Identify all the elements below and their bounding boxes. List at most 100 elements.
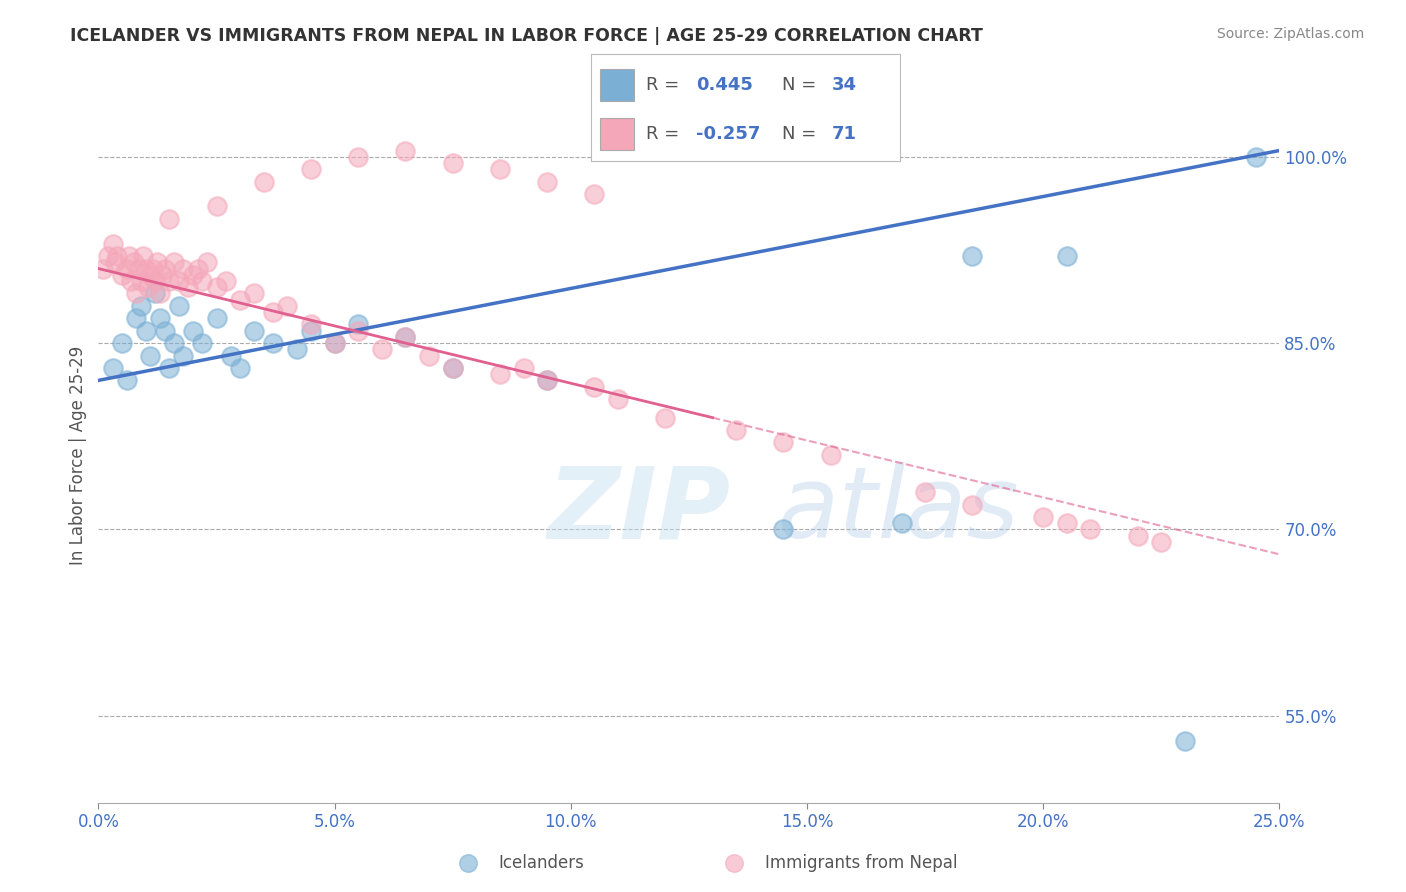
Text: R =: R = (647, 125, 679, 143)
Point (229, 293, 252, 307)
Point (191, 336, 214, 351)
Point (489, 367, 512, 381)
Point (205, 280, 228, 294)
Point (243, 324, 266, 338)
Point (139, 268, 162, 282)
Point (1126, 529, 1149, 543)
Text: N =: N = (782, 125, 817, 143)
Point (536, 373, 558, 387)
Point (299, 318, 322, 332)
Point (122, 255, 145, 269)
Point (347, 318, 370, 332)
Point (243, 286, 266, 301)
Text: ZIP: ZIP (547, 462, 730, 559)
Text: 34: 34 (832, 76, 856, 94)
Point (163, 336, 186, 351)
Point (772, 435, 794, 450)
Point (181, 268, 204, 282)
Point (172, 261, 194, 276)
Point (91, 261, 114, 276)
Point (394, 330, 416, 344)
Point (347, 324, 370, 338)
Point (262, 305, 284, 319)
Point (105, 249, 128, 263)
Point (723, 856, 745, 871)
Point (536, 175, 558, 189)
Point (172, 349, 194, 363)
Point (219, 349, 242, 363)
Point (394, 330, 416, 344)
Point (347, 150, 370, 164)
Point (654, 410, 676, 425)
Point (135, 324, 157, 338)
Text: 0.445: 0.445 (696, 76, 752, 94)
Point (1056, 516, 1078, 531)
Point (143, 274, 166, 288)
Point (125, 286, 148, 301)
Point (583, 379, 606, 393)
Point (195, 255, 218, 269)
Point (149, 311, 172, 326)
Point (441, 360, 464, 375)
Point (457, 856, 479, 871)
Point (111, 268, 134, 282)
Point (962, 249, 984, 263)
Text: R =: R = (647, 76, 679, 94)
Point (142, 261, 165, 276)
Point (276, 299, 298, 313)
Point (128, 261, 150, 276)
Point (205, 199, 228, 213)
Point (890, 516, 912, 531)
Point (136, 280, 159, 294)
Point (205, 311, 228, 326)
Point (262, 336, 284, 351)
Point (111, 336, 134, 351)
Point (536, 373, 558, 387)
Point (914, 485, 936, 500)
Point (215, 274, 238, 288)
Point (157, 274, 180, 288)
Point (418, 349, 440, 363)
Point (153, 324, 176, 338)
Y-axis label: In Labor Force | Age 25-29: In Labor Force | Age 25-29 (69, 345, 87, 565)
Point (512, 360, 534, 375)
Point (1174, 733, 1197, 747)
Point (118, 249, 141, 263)
Point (157, 360, 180, 375)
Text: Source: ZipAtlas.com: Source: ZipAtlas.com (1216, 27, 1364, 41)
Point (1056, 249, 1078, 263)
Point (129, 299, 152, 313)
Text: ICELANDER VS IMMIGRANTS FROM NEPAL IN LABOR FORCE | AGE 25-29 CORRELATION CHART: ICELANDER VS IMMIGRANTS FROM NEPAL IN LA… (70, 27, 983, 45)
Point (1244, 150, 1267, 164)
Point (125, 311, 148, 326)
Point (299, 324, 322, 338)
Point (115, 261, 138, 276)
Point (167, 274, 190, 288)
Point (607, 392, 630, 406)
Point (583, 186, 606, 201)
Point (167, 299, 190, 313)
Point (1080, 523, 1102, 537)
Text: 71: 71 (832, 125, 856, 143)
Point (115, 373, 138, 387)
Point (135, 261, 157, 276)
Text: -0.257: -0.257 (696, 125, 761, 143)
Point (253, 175, 276, 189)
Point (97, 249, 120, 263)
Point (101, 360, 124, 375)
Point (441, 360, 464, 375)
Point (323, 336, 346, 351)
Point (129, 274, 152, 288)
Point (441, 156, 464, 170)
Point (1032, 510, 1054, 524)
Point (962, 498, 984, 512)
Point (139, 349, 162, 363)
Point (163, 255, 186, 269)
Point (181, 324, 204, 338)
Point (146, 255, 169, 269)
Point (177, 280, 200, 294)
Point (149, 286, 172, 301)
Point (104, 255, 127, 269)
Text: Immigrants from Nepal: Immigrants from Nepal (765, 854, 957, 872)
Point (191, 274, 214, 288)
